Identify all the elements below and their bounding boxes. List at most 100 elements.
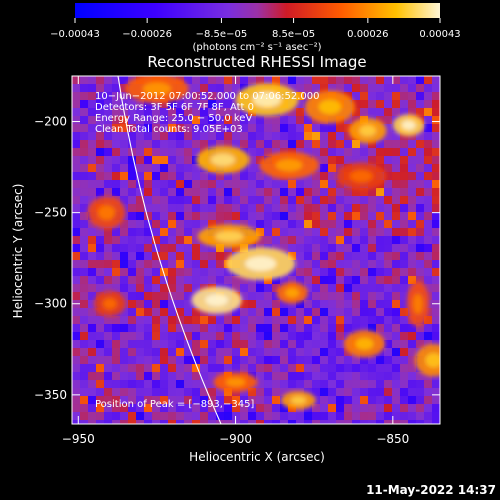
heatmap-pixel bbox=[304, 372, 313, 381]
heatmap-pixel bbox=[168, 324, 177, 333]
heatmap-pixel bbox=[400, 92, 409, 101]
heatmap-pixel bbox=[224, 172, 233, 181]
heatmap-pixel bbox=[160, 196, 169, 205]
heatmap-pixel bbox=[256, 380, 265, 389]
heatmap-pixel bbox=[144, 156, 153, 165]
bright-emission-core bbox=[225, 377, 246, 387]
heatmap-pixel bbox=[344, 276, 353, 285]
heatmap-pixel bbox=[240, 116, 249, 125]
heatmap-pixel bbox=[344, 388, 353, 397]
heatmap-pixel bbox=[208, 324, 217, 333]
heatmap-pixel bbox=[312, 420, 321, 424]
heatmap-pixel bbox=[224, 252, 233, 261]
heatmap-pixel bbox=[384, 268, 393, 277]
heatmap-pixel bbox=[136, 116, 145, 125]
heatmap-pixel bbox=[288, 180, 297, 189]
heatmap-pixel bbox=[408, 332, 417, 341]
heatmap-pixel bbox=[96, 164, 105, 173]
heatmap-pixel bbox=[96, 228, 105, 237]
heatmap-pixel bbox=[152, 380, 161, 389]
heatmap-pixel bbox=[232, 84, 241, 93]
heatmap-pixel bbox=[152, 156, 161, 165]
heatmap-pixel bbox=[272, 372, 281, 381]
heatmap-pixel bbox=[392, 356, 401, 365]
heatmap-pixel bbox=[368, 380, 377, 389]
heatmap-pixel bbox=[288, 380, 297, 389]
heatmap-pixel bbox=[184, 220, 193, 229]
heatmap-pixel bbox=[136, 340, 145, 349]
heatmap-pixel bbox=[168, 196, 177, 205]
heatmap-pixel bbox=[88, 340, 97, 349]
heatmap-pixel bbox=[168, 236, 177, 245]
heatmap-pixel bbox=[248, 140, 257, 149]
heatmap-pixel bbox=[96, 284, 105, 293]
heatmap-pixel bbox=[96, 188, 105, 197]
heatmap-pixel bbox=[104, 84, 113, 93]
heatmap-pixel bbox=[216, 268, 225, 277]
heatmap-pixel bbox=[376, 284, 385, 293]
heatmap-pixel bbox=[432, 252, 440, 261]
heatmap-pixel bbox=[400, 156, 409, 165]
heatmap-pixel bbox=[176, 180, 185, 189]
heatmap-pixel bbox=[88, 148, 97, 157]
heatmap-pixel bbox=[248, 308, 257, 317]
heatmap-pixel bbox=[432, 188, 440, 197]
heatmap-pixel bbox=[248, 412, 257, 421]
heatmap-pixel bbox=[120, 84, 129, 93]
heatmap-pixel bbox=[128, 140, 137, 149]
colorbar-tick-label: 0.00043 bbox=[419, 29, 460, 40]
heatmap-pixel bbox=[240, 396, 249, 405]
heatmap-pixel bbox=[144, 404, 153, 413]
heatmap-pixel bbox=[352, 196, 361, 205]
heatmap-pixel bbox=[152, 308, 161, 317]
heatmap-pixel bbox=[248, 204, 257, 213]
heatmap-pixel bbox=[176, 108, 185, 117]
heatmap-pixel bbox=[312, 204, 321, 213]
heatmap-pixel bbox=[96, 148, 105, 157]
bright-emission-core bbox=[413, 293, 423, 314]
heatmap-pixel bbox=[72, 92, 81, 101]
heatmap-pixel bbox=[416, 180, 425, 189]
heatmap-pixel bbox=[104, 100, 113, 109]
heatmap-pixel bbox=[408, 196, 417, 205]
detectors-text: Detectors: 3F 5F 6F 7F 8F, Att 0 bbox=[95, 102, 254, 113]
heatmap-pixel bbox=[288, 116, 297, 125]
heatmap-pixel bbox=[136, 308, 145, 317]
heatmap-pixel bbox=[80, 188, 89, 197]
heatmap-pixel bbox=[88, 116, 97, 125]
heatmap-pixel bbox=[208, 356, 217, 365]
heatmap-pixel bbox=[280, 412, 289, 421]
heatmap-pixel bbox=[424, 252, 433, 261]
heatmap-pixel bbox=[392, 156, 401, 165]
heatmap-pixel bbox=[120, 124, 129, 133]
heatmap-pixel bbox=[208, 252, 217, 261]
heatmap-pixel bbox=[112, 156, 121, 165]
heatmap-pixel bbox=[80, 348, 89, 357]
heatmap-pixel bbox=[328, 252, 337, 261]
heatmap-pixel bbox=[336, 148, 345, 157]
heatmap-pixel bbox=[320, 180, 329, 189]
heatmap-pixel bbox=[176, 244, 185, 253]
heatmap-pixel bbox=[400, 76, 409, 85]
heatmap-pixel bbox=[360, 252, 369, 261]
heatmap-pixel bbox=[160, 372, 169, 381]
heatmap-pixel bbox=[120, 164, 129, 173]
heatmap-pixel bbox=[392, 252, 401, 261]
heatmap-pixel bbox=[416, 204, 425, 213]
heatmap-pixel bbox=[408, 380, 417, 389]
heatmap-pixel bbox=[200, 284, 209, 293]
heatmap-pixel bbox=[432, 108, 440, 117]
heatmap-pixel bbox=[432, 244, 440, 253]
heatmap-pixel bbox=[376, 244, 385, 253]
heatmap-pixel bbox=[264, 284, 273, 293]
heatmap-pixel bbox=[296, 316, 305, 325]
heatmap-pixel bbox=[72, 252, 81, 261]
heatmap-pixel bbox=[104, 332, 113, 341]
y-axis-tick-label: −350 bbox=[34, 388, 67, 402]
heatmap-pixel bbox=[272, 140, 281, 149]
heatmap-pixel bbox=[104, 316, 113, 325]
heatmap-pixel bbox=[400, 220, 409, 229]
heatmap-pixel bbox=[248, 388, 257, 397]
heatmap-pixel bbox=[152, 268, 161, 277]
heatmap-pixel bbox=[120, 380, 129, 389]
